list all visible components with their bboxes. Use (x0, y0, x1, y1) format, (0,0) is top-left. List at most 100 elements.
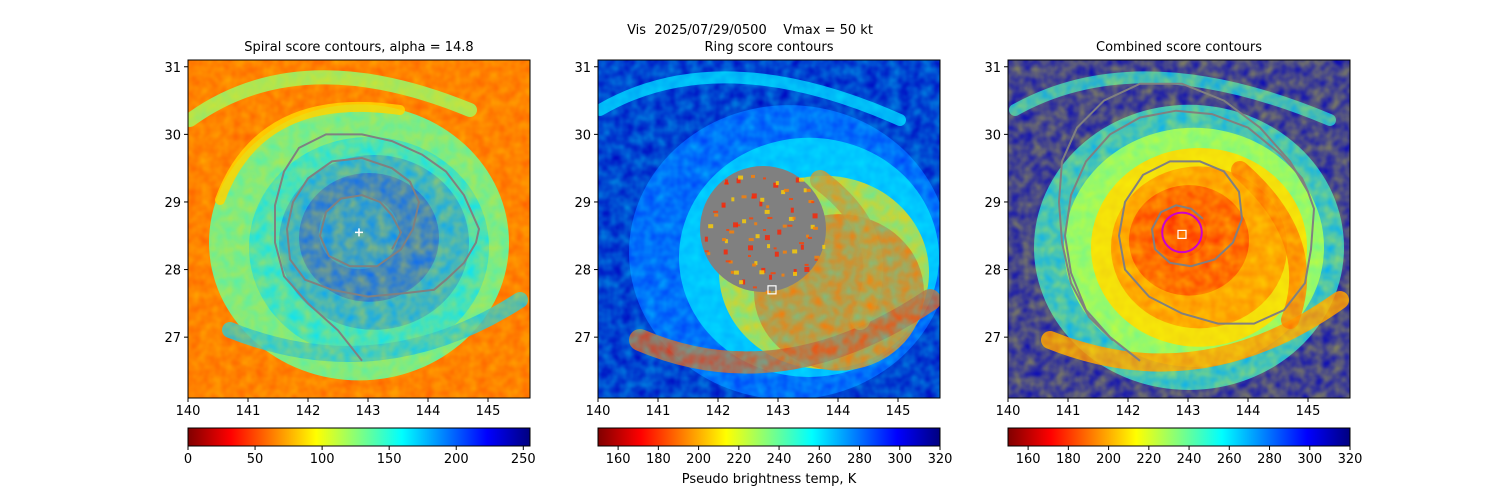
mask-pixel (759, 201, 763, 207)
mask-pixel (738, 175, 744, 180)
colorbar-tick-label: 220 (1136, 452, 1161, 467)
mask-pixel (729, 230, 735, 234)
mask-pixel (806, 188, 811, 192)
mask-pixel (808, 200, 814, 204)
mask-pixel (760, 197, 765, 202)
y-tick-label: 30 (164, 128, 181, 143)
mask-pixel (733, 270, 739, 275)
colorbar-label: Pseudo brightness temp, K (681, 472, 857, 487)
colorbar-tick-label: 260 (807, 452, 832, 467)
mask-pixel (751, 193, 757, 199)
colorbar-tick-label: 280 (847, 452, 872, 467)
x-tick-label: 141 (646, 404, 671, 419)
colorbar-tick-label: 180 (1056, 452, 1081, 467)
square-marker (1177, 229, 1187, 240)
mask-pixel (747, 254, 751, 257)
spiral-contour (1063, 109, 1316, 362)
mask-pixel (811, 201, 815, 204)
center-marker (355, 228, 363, 237)
mask-pixel (725, 260, 731, 263)
mask-pixel (812, 213, 818, 219)
colorbar-tick-label: 50 (247, 452, 264, 467)
mask-pixel (739, 280, 744, 285)
mask-pixel (775, 181, 779, 186)
mask-pixel (807, 236, 812, 239)
mask-pixel (725, 179, 729, 185)
mask-pixel (774, 251, 779, 257)
mask-pixel (814, 255, 820, 259)
panel-3-colorbar (1007, 427, 1351, 447)
mask-pixel (812, 226, 818, 230)
x-tick-label: 142 (706, 404, 731, 419)
mask-pixel (754, 261, 758, 266)
mask-pixel (752, 286, 757, 289)
mask-pixel (789, 198, 794, 201)
x-tick-label: 143 (356, 404, 381, 419)
mask-pixel (792, 216, 796, 220)
mask-pixel (787, 224, 793, 227)
mask-pixel (764, 209, 770, 214)
mask-pixel (783, 188, 789, 192)
mask-pixel (777, 229, 782, 235)
mask-pixel (790, 207, 794, 213)
mask-pixel (708, 224, 714, 229)
mask-pixel (742, 279, 746, 285)
y-tick-label: 30 (984, 128, 1001, 143)
mask-pixel (723, 249, 728, 255)
mask-pixel (736, 224, 741, 227)
mask-pixel (713, 210, 719, 213)
panel-2-frame (597, 59, 941, 399)
x-tick-label: 143 (1176, 404, 1201, 419)
mask-pixel (773, 247, 777, 250)
mask-pixel (759, 270, 765, 275)
mask-pixel (751, 174, 756, 178)
panel-1-title: Spiral score contours, alpha = 14.8 (244, 40, 474, 55)
y-tick-label: 28 (984, 264, 1001, 279)
spiral-contour-outer (1057, 82, 1309, 342)
mask-pixel (731, 197, 735, 202)
mask-pixel (800, 244, 804, 250)
colorbar-tick-label: 320 (1338, 452, 1363, 467)
mask-pixel (748, 245, 754, 251)
x-tick-label: 141 (1056, 404, 1081, 419)
colorbar-tick-label: 240 (767, 452, 792, 467)
y-tick-label: 27 (164, 331, 181, 346)
x-tick-label: 142 (296, 404, 321, 419)
mask-pixel (781, 190, 786, 195)
mask-pixel (806, 234, 810, 238)
mask-pixel (755, 234, 760, 239)
colorbar-tick-label: 160 (1016, 452, 1041, 467)
panel-3-frame (1007, 59, 1351, 399)
panel-3-title: Combined score contours (1096, 40, 1262, 55)
mask-pixel (733, 222, 739, 228)
x-tick-label: 144 (416, 404, 441, 419)
mask-pixel (763, 177, 766, 180)
spiral-contour (274, 133, 481, 362)
mask-pixel (741, 195, 747, 199)
x-tick-label: 140 (996, 404, 1021, 419)
y-tick-label: 31 (574, 61, 591, 76)
mask-pixel (782, 250, 787, 254)
mask-pixel (707, 252, 711, 256)
mask-pixel (769, 274, 773, 280)
mask-pixel (714, 213, 719, 217)
y-tick-label: 29 (984, 196, 1001, 211)
mask-pixel (803, 188, 807, 193)
mask-pixel (770, 272, 776, 275)
panel-3-image (1008, 60, 1350, 398)
y-tick-label: 27 (984, 331, 1001, 346)
x-tick-label: 140 (586, 404, 611, 419)
figure-suptitle: Vis 2025/07/29/0500 Vmax = 50 kt (627, 23, 873, 38)
colorbar-tick-label: 240 (1177, 452, 1202, 467)
colorbar-tick-label: 100 (310, 452, 335, 467)
mask-pixel (742, 219, 747, 224)
colorbar-tick-label: 320 (928, 452, 953, 467)
y-tick-label: 29 (574, 196, 591, 211)
panel-2-title: Ring score contours (704, 40, 834, 55)
mask-pixel (795, 177, 800, 183)
square-marker (767, 285, 777, 295)
mask-pixel (704, 236, 708, 242)
center-circle-marker (1161, 211, 1203, 254)
mask-pixel (764, 235, 770, 241)
